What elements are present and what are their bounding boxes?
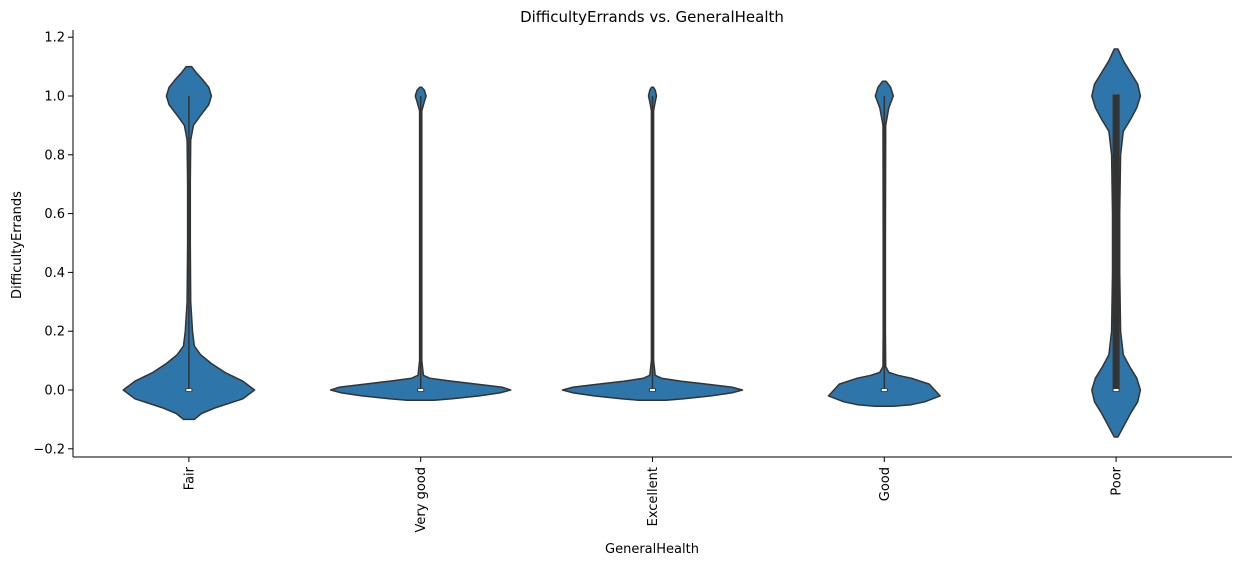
y-tick-label: 0.2 [44,325,65,340]
chart-title: DifficultyErrands vs. GeneralHealth [520,8,784,26]
violin-median [650,389,655,391]
x-tick-label: Excellent [646,467,661,526]
violins-group [122,48,1142,438]
y-tick-label: 1.2 [44,31,65,46]
x-axis-label: GeneralHealth [605,542,699,557]
y-tick-label: 0.4 [44,266,65,281]
y-tick-label: −0.2 [33,442,65,457]
x-tick-label: Fair [182,466,197,490]
x-ticks: Fair Very good Excellent Good Poor [182,457,1125,532]
violin-median [881,389,887,391]
violin-median [186,389,192,391]
violin-median [1113,389,1119,391]
y-ticks: −0.2 0.0 0.2 0.4 0.6 0.8 1.0 1.2 [33,31,73,457]
y-tick-label: 0.6 [44,207,65,222]
x-tick-label: Very good [414,467,429,532]
violin-median [418,389,424,391]
y-tick-label: 0.8 [44,148,65,163]
y-tick-label: 1.0 [44,90,65,105]
y-axis-label: DifficultyErrands [10,191,25,299]
violin-iqr-box [1112,94,1120,392]
x-tick-label: Poor [1110,466,1125,495]
y-tick-label: 0.0 [44,384,65,399]
x-tick-label: Good [878,467,893,501]
